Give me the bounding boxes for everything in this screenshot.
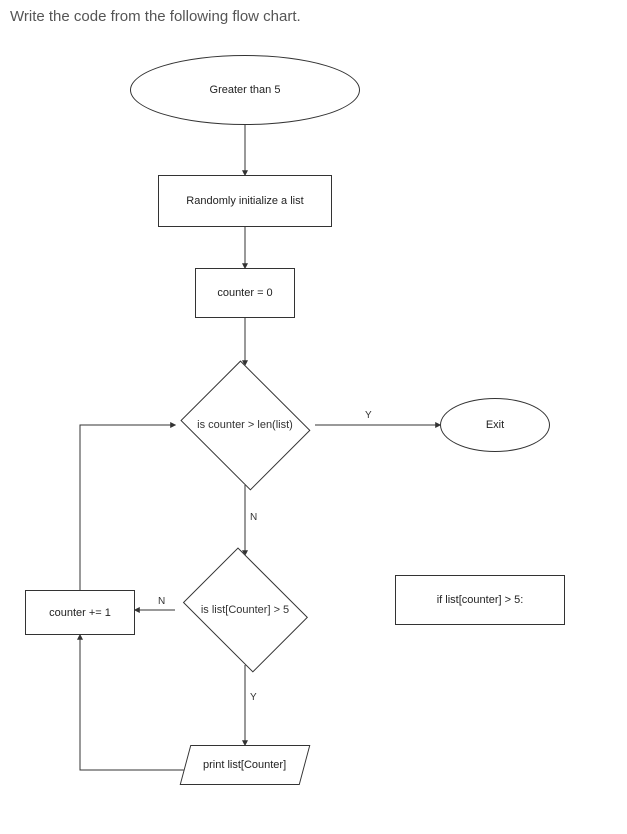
- terminal-start: Greater than 5: [130, 55, 360, 125]
- decision-label: is counter > len(list): [193, 419, 297, 431]
- edge-label-cond1-cond2: N: [250, 512, 257, 523]
- flowchart-canvas: Greater than 5 Randomly initialize a lis…: [0, 0, 627, 834]
- process-initialize: Randomly initialize a list: [158, 175, 332, 227]
- io-print: print list[Counter]: [180, 745, 311, 785]
- process-increment: counter += 1: [25, 590, 135, 635]
- edge-print-inc: [80, 635, 185, 770]
- terminal-exit: Exit: [440, 398, 550, 452]
- process-counter-zero: counter = 0: [195, 268, 295, 318]
- edge-label-cond1-exit: Y: [365, 410, 372, 421]
- decision-value-gt5: is list[Counter] > 5: [175, 555, 315, 665]
- edge-label-cond2-inc: N: [158, 596, 165, 607]
- decision-label: is list[Counter] > 5: [197, 604, 293, 616]
- decision-counter-len: is counter > len(list): [175, 365, 315, 485]
- code-snippet: if list[counter] > 5:: [395, 575, 565, 625]
- edge-inc-cond1: [80, 425, 175, 590]
- edge-label-cond2-print: Y: [250, 692, 257, 703]
